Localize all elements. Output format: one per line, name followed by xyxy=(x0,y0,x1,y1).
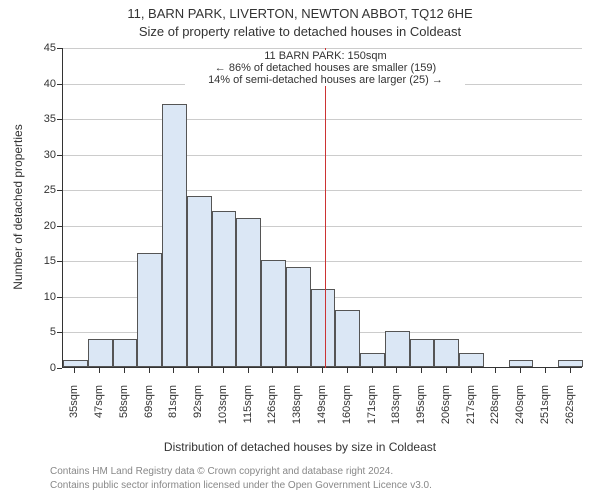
y-tick-label: 15 xyxy=(28,255,56,267)
y-tick-label: 25 xyxy=(28,184,56,196)
x-tick-mark xyxy=(421,368,422,373)
annotation-line-1: 11 BARN PARK: 150sqm xyxy=(185,50,465,62)
y-axis-label: Number of detached properties xyxy=(11,117,25,297)
x-tick-label: 171sqm xyxy=(366,385,378,435)
histogram-bar xyxy=(212,211,237,367)
x-tick-label: 228sqm xyxy=(489,385,501,435)
x-tick-label: 58sqm xyxy=(118,385,130,435)
figure: 11, BARN PARK, LIVERTON, NEWTON ABBOT, T… xyxy=(0,0,600,500)
histogram-bar xyxy=(335,310,360,367)
x-tick-mark xyxy=(495,368,496,373)
x-tick-mark xyxy=(322,368,323,373)
x-tick-mark xyxy=(347,368,348,373)
annotation-line-2: ← 86% of detached houses are smaller (15… xyxy=(185,62,465,74)
x-tick-mark xyxy=(297,368,298,373)
gridline xyxy=(63,226,582,227)
histogram-bar xyxy=(137,253,162,367)
y-tick-label: 5 xyxy=(28,326,56,338)
histogram-bar xyxy=(311,289,336,367)
histogram-bar xyxy=(360,353,385,367)
histogram-bar xyxy=(187,196,212,367)
x-tick-mark xyxy=(198,368,199,373)
x-tick-mark xyxy=(99,368,100,373)
x-tick-mark xyxy=(248,368,249,373)
gridline xyxy=(63,155,582,156)
plot-area: 11 BARN PARK: 150sqm ← 86% of detached h… xyxy=(62,48,582,368)
x-tick-mark xyxy=(272,368,273,373)
histogram-bar xyxy=(162,104,187,367)
gridline xyxy=(63,190,582,191)
x-tick-label: 35sqm xyxy=(68,385,80,435)
histogram-bar xyxy=(459,353,484,367)
x-tick-label: 217sqm xyxy=(465,385,477,435)
gridline xyxy=(63,48,582,49)
x-tick-mark xyxy=(372,368,373,373)
footer-line-1: Contains HM Land Registry data © Crown c… xyxy=(50,466,393,479)
histogram-bar xyxy=(113,339,138,367)
x-tick-label: 251sqm xyxy=(539,385,551,435)
y-tick-label: 45 xyxy=(28,42,56,54)
x-tick-label: 149sqm xyxy=(316,385,328,435)
histogram-bar xyxy=(286,267,311,367)
x-tick-mark xyxy=(223,368,224,373)
y-tick-label: 30 xyxy=(28,149,56,161)
chart-title: 11, BARN PARK, LIVERTON, NEWTON ABBOT, T… xyxy=(0,6,600,21)
histogram-bar xyxy=(410,339,435,367)
x-tick-mark xyxy=(545,368,546,373)
reference-line xyxy=(325,48,326,368)
x-tick-label: 47sqm xyxy=(93,385,105,435)
x-tick-label: 195sqm xyxy=(415,385,427,435)
y-tick-label: 0 xyxy=(28,362,56,374)
annotation-line-3: 14% of semi-detached houses are larger (… xyxy=(185,74,465,86)
x-axis-label: Distribution of detached houses by size … xyxy=(0,440,600,454)
histogram-bar xyxy=(385,331,410,367)
x-tick-label: 160sqm xyxy=(341,385,353,435)
histogram-bar xyxy=(88,339,113,367)
footer-line-2: Contains public sector information licen… xyxy=(50,480,432,493)
x-tick-mark xyxy=(471,368,472,373)
y-tick-label: 35 xyxy=(28,113,56,125)
y-tick-label: 10 xyxy=(28,291,56,303)
y-tick-mark xyxy=(57,368,62,369)
y-tick-label: 20 xyxy=(28,220,56,232)
histogram-bar xyxy=(509,360,534,367)
x-tick-label: 115sqm xyxy=(242,385,254,435)
x-tick-label: 240sqm xyxy=(514,385,526,435)
x-tick-label: 69sqm xyxy=(143,385,155,435)
x-tick-mark xyxy=(149,368,150,373)
x-tick-label: 206sqm xyxy=(440,385,452,435)
x-tick-label: 103sqm xyxy=(217,385,229,435)
x-tick-mark xyxy=(520,368,521,373)
histogram-bar xyxy=(63,360,88,367)
x-tick-mark xyxy=(570,368,571,373)
chart-subtitle: Size of property relative to detached ho… xyxy=(0,24,600,39)
x-tick-label: 92sqm xyxy=(192,385,204,435)
x-tick-label: 126sqm xyxy=(266,385,278,435)
x-tick-label: 262sqm xyxy=(564,385,576,435)
x-tick-mark xyxy=(173,368,174,373)
histogram-bar xyxy=(236,218,261,367)
histogram-bar xyxy=(434,339,459,367)
x-tick-label: 138sqm xyxy=(291,385,303,435)
x-tick-label: 183sqm xyxy=(390,385,402,435)
x-tick-mark xyxy=(446,368,447,373)
x-tick-mark xyxy=(396,368,397,373)
x-tick-mark xyxy=(74,368,75,373)
x-tick-mark xyxy=(124,368,125,373)
x-tick-label: 81sqm xyxy=(167,385,179,435)
histogram-bar xyxy=(558,360,583,367)
annotation-box: 11 BARN PARK: 150sqm ← 86% of detached h… xyxy=(185,50,465,86)
y-tick-label: 40 xyxy=(28,78,56,90)
histogram-bar xyxy=(261,260,286,367)
gridline xyxy=(63,119,582,120)
